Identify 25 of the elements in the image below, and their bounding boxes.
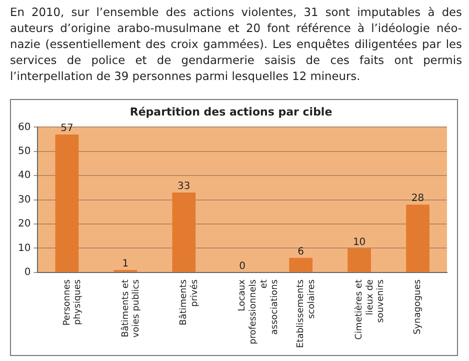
y-tick-label: 60: [18, 122, 31, 133]
x-tick-label: Cimetières et lieux de souvenirs: [354, 278, 386, 340]
y-tick-label: 30: [18, 194, 31, 206]
bar: [55, 134, 79, 272]
y-tick-label: 40: [18, 170, 31, 182]
bar: [348, 248, 371, 272]
data-label: 1: [122, 258, 129, 270]
y-tick-label: 20: [18, 218, 31, 230]
chart-title: Répartition des actions par cible: [130, 105, 332, 118]
y-tick-label: 0: [24, 267, 31, 278]
data-label: 6: [298, 246, 304, 258]
text: En 2010, sur l’ensemble des actions violentes, 31 sont imputables à des auteurs d’origine arabo-musulmane et 20 font référence à l’idéologie néo-nazie (essentiellement des croix gammées). Les enquêtes diligentées par les services de police et de gendarmerie saisis de ces faits ont permis l’interpellation de 39 personnes parmi lesquelles 12 mineurs.: [10, 4, 462, 84]
bar: [289, 258, 313, 272]
data-label: 0: [239, 261, 246, 272]
bar: [406, 204, 430, 272]
data-label: 33: [178, 181, 190, 192]
x-tick-label: Personnes physiques: [62, 279, 84, 326]
data-label: 57: [60, 123, 74, 134]
bar: [172, 192, 196, 272]
y-tick-label: 50: [18, 146, 31, 157]
x-tick-label: Synagogues: [413, 279, 424, 335]
y-tick-label: 10: [18, 242, 31, 254]
x-tick-label: Bâtiments privés: [178, 279, 200, 326]
data-label: 10: [352, 236, 366, 248]
data-label: 28: [411, 193, 424, 204]
